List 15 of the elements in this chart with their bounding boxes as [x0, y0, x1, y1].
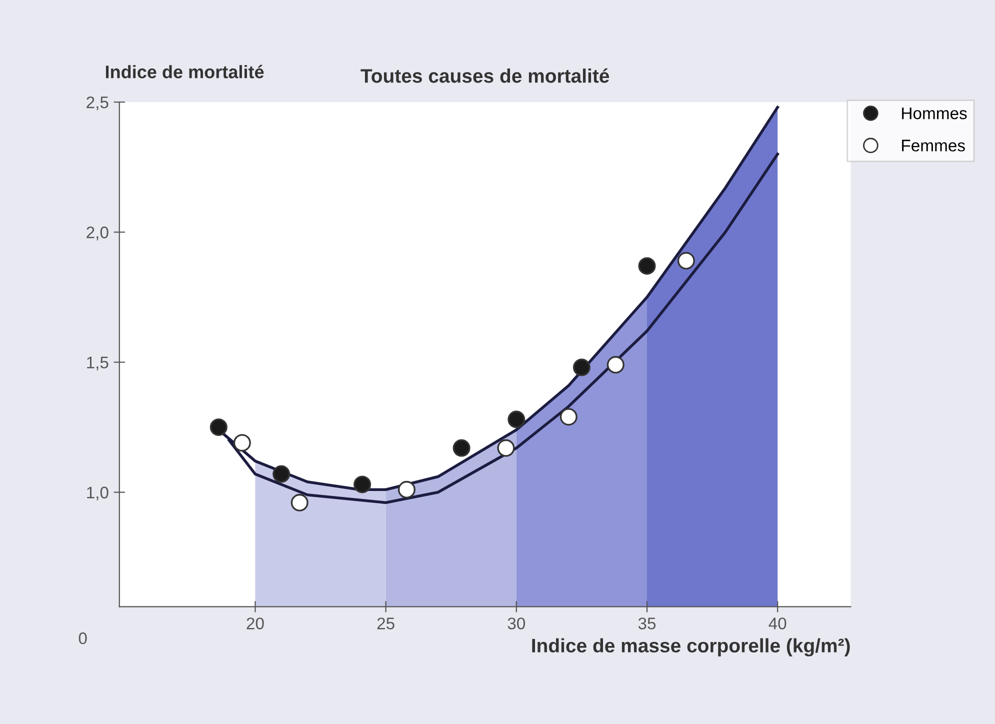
- legend-label: Femmes: [902, 140, 965, 152]
- x-tick-label: 35: [638, 618, 656, 630]
- y-tick-label: 2,5: [86, 96, 108, 110]
- y-tick-label: 1,5: [87, 356, 108, 370]
- legend-label: Hommes: [902, 108, 967, 120]
- x-axis-title: Indice de masse corporelle (kg/m²): [532, 638, 850, 656]
- y-axis-title: Indice de mortalité: [106, 64, 264, 78]
- x-tick-label: 40: [768, 618, 786, 630]
- chart-title: Toutes causes de mortalité: [360, 68, 610, 83]
- x-tick-label: 30: [508, 618, 526, 630]
- text: 0: [78, 632, 87, 644]
- y-tick-label: 2,0: [86, 226, 108, 240]
- x-tick-label: 20: [246, 618, 264, 630]
- y-tick-label: 1,0: [87, 486, 108, 500]
- x-tick-label: 25: [377, 618, 394, 630]
